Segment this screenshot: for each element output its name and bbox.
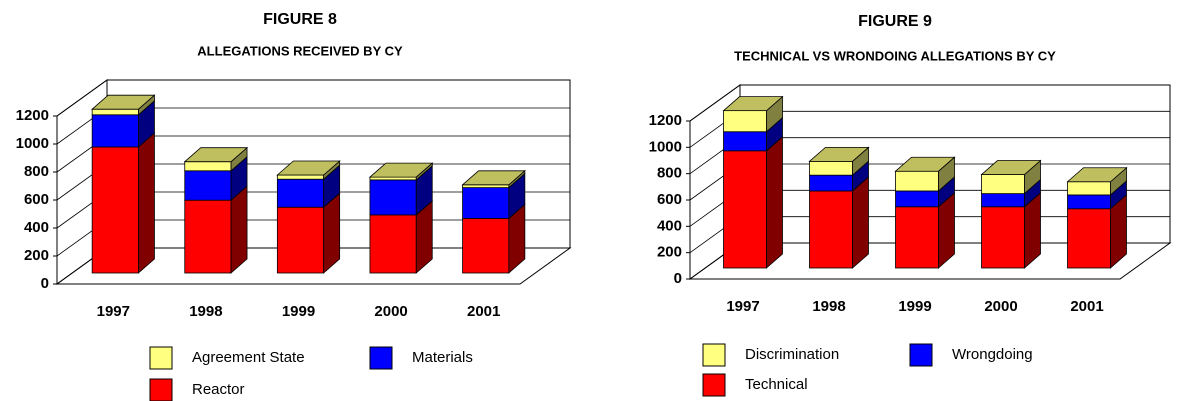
y-tick-label: 800 bbox=[657, 165, 682, 182]
bar-side bbox=[230, 185, 248, 274]
bar-segment bbox=[1067, 208, 1111, 269]
bar-side bbox=[138, 132, 155, 274]
x-tick-label: 2001 bbox=[467, 303, 500, 320]
chart-subtitle: TECHNICAL VS WRONDOING ALLEGATIONS BY CY bbox=[734, 48, 1056, 63]
legend-swatch bbox=[369, 346, 393, 370]
grid-line bbox=[689, 84, 1170, 122]
chart-title: FIGURE 8 bbox=[263, 11, 337, 28]
bar-top bbox=[722, 96, 784, 112]
legend-label: Discrimination bbox=[745, 346, 839, 363]
y-tick-label: 200 bbox=[657, 244, 682, 261]
bar-segment bbox=[895, 206, 939, 269]
bar-segment bbox=[276, 206, 325, 274]
x-tick-label: 1998 bbox=[812, 298, 845, 315]
bar-segment bbox=[91, 108, 139, 116]
bar-segment bbox=[723, 131, 767, 152]
legend-swatch bbox=[702, 373, 726, 397]
bar-segment bbox=[723, 150, 767, 269]
y-tick-label: 0 bbox=[674, 270, 682, 287]
bar-segment bbox=[462, 184, 510, 189]
legend-swatch bbox=[909, 343, 933, 367]
y-tick-label: 400 bbox=[657, 217, 682, 234]
bar-top bbox=[91, 94, 156, 110]
x-tick-label: 1997 bbox=[97, 303, 130, 320]
bar-segment bbox=[184, 161, 232, 172]
bar-segment bbox=[895, 190, 939, 208]
y-tick-label: 600 bbox=[657, 191, 682, 208]
y-tick-label: 1200 bbox=[16, 107, 49, 124]
x-tick-label: 1999 bbox=[898, 298, 931, 315]
bar-segment bbox=[369, 176, 417, 181]
bar-segment bbox=[184, 170, 232, 201]
x-tick-label: 1998 bbox=[189, 303, 222, 320]
x-tick-label: 2000 bbox=[984, 298, 1017, 315]
x-tick-label: 2001 bbox=[1070, 298, 1103, 315]
x-tick-label: 1997 bbox=[726, 298, 759, 315]
legend-label: Reactor bbox=[192, 381, 245, 398]
bar-segment bbox=[895, 170, 939, 192]
bar-segment bbox=[276, 178, 325, 208]
bar-segment bbox=[91, 146, 139, 274]
legend-label: Agreement State bbox=[192, 349, 305, 366]
bar-top bbox=[276, 160, 341, 176]
bar-segment bbox=[981, 193, 1025, 208]
y-tick-label: 800 bbox=[24, 163, 49, 180]
bar-top bbox=[894, 156, 956, 172]
bar-top bbox=[980, 160, 1042, 175]
x-tick-label: 2000 bbox=[374, 303, 407, 320]
bar-segment bbox=[809, 160, 853, 176]
bar-top bbox=[1066, 167, 1128, 183]
bar-segment bbox=[184, 199, 232, 274]
bar-segment bbox=[809, 174, 853, 192]
bar-segment bbox=[276, 174, 325, 180]
bar-segment bbox=[369, 179, 417, 216]
bar-segment bbox=[981, 206, 1025, 269]
bar-top bbox=[183, 147, 249, 163]
legend-swatch bbox=[149, 378, 173, 401]
bar-side bbox=[852, 176, 869, 269]
y-tick-label: 400 bbox=[24, 219, 49, 236]
bar-segment bbox=[462, 217, 510, 274]
y-tick-label: 1000 bbox=[649, 138, 682, 155]
bar-top bbox=[808, 146, 870, 162]
bar-segment bbox=[1067, 194, 1111, 210]
bar-segment bbox=[1067, 181, 1111, 196]
grid-line bbox=[56, 79, 570, 117]
x-tick-label: 1999 bbox=[282, 303, 315, 320]
bar-segment bbox=[981, 174, 1025, 195]
y-tick-label: 0 bbox=[41, 275, 49, 292]
y-tick-label: 600 bbox=[24, 191, 49, 208]
bar-segment bbox=[723, 110, 767, 133]
bar-segment bbox=[369, 214, 417, 274]
y-tick-label: 1000 bbox=[16, 135, 49, 152]
legend-swatch bbox=[702, 343, 726, 367]
bar-side bbox=[766, 135, 783, 269]
legend-swatch bbox=[149, 346, 173, 370]
bar-segment bbox=[809, 190, 853, 269]
chart-subtitle: ALLEGATIONS RECEIVED BY CY bbox=[197, 43, 403, 58]
bar-segment bbox=[462, 187, 510, 219]
bar-top bbox=[461, 170, 526, 186]
chart-title: FIGURE 9 bbox=[858, 13, 932, 30]
legend-label: Technical bbox=[745, 376, 808, 393]
y-tick-label: 200 bbox=[24, 247, 49, 264]
bar-top bbox=[368, 162, 434, 178]
legend-label: Wrongdoing bbox=[952, 346, 1033, 363]
bar-segment bbox=[91, 114, 139, 148]
legend-label: Materials bbox=[412, 349, 473, 366]
y-tick-label: 1200 bbox=[649, 112, 682, 129]
